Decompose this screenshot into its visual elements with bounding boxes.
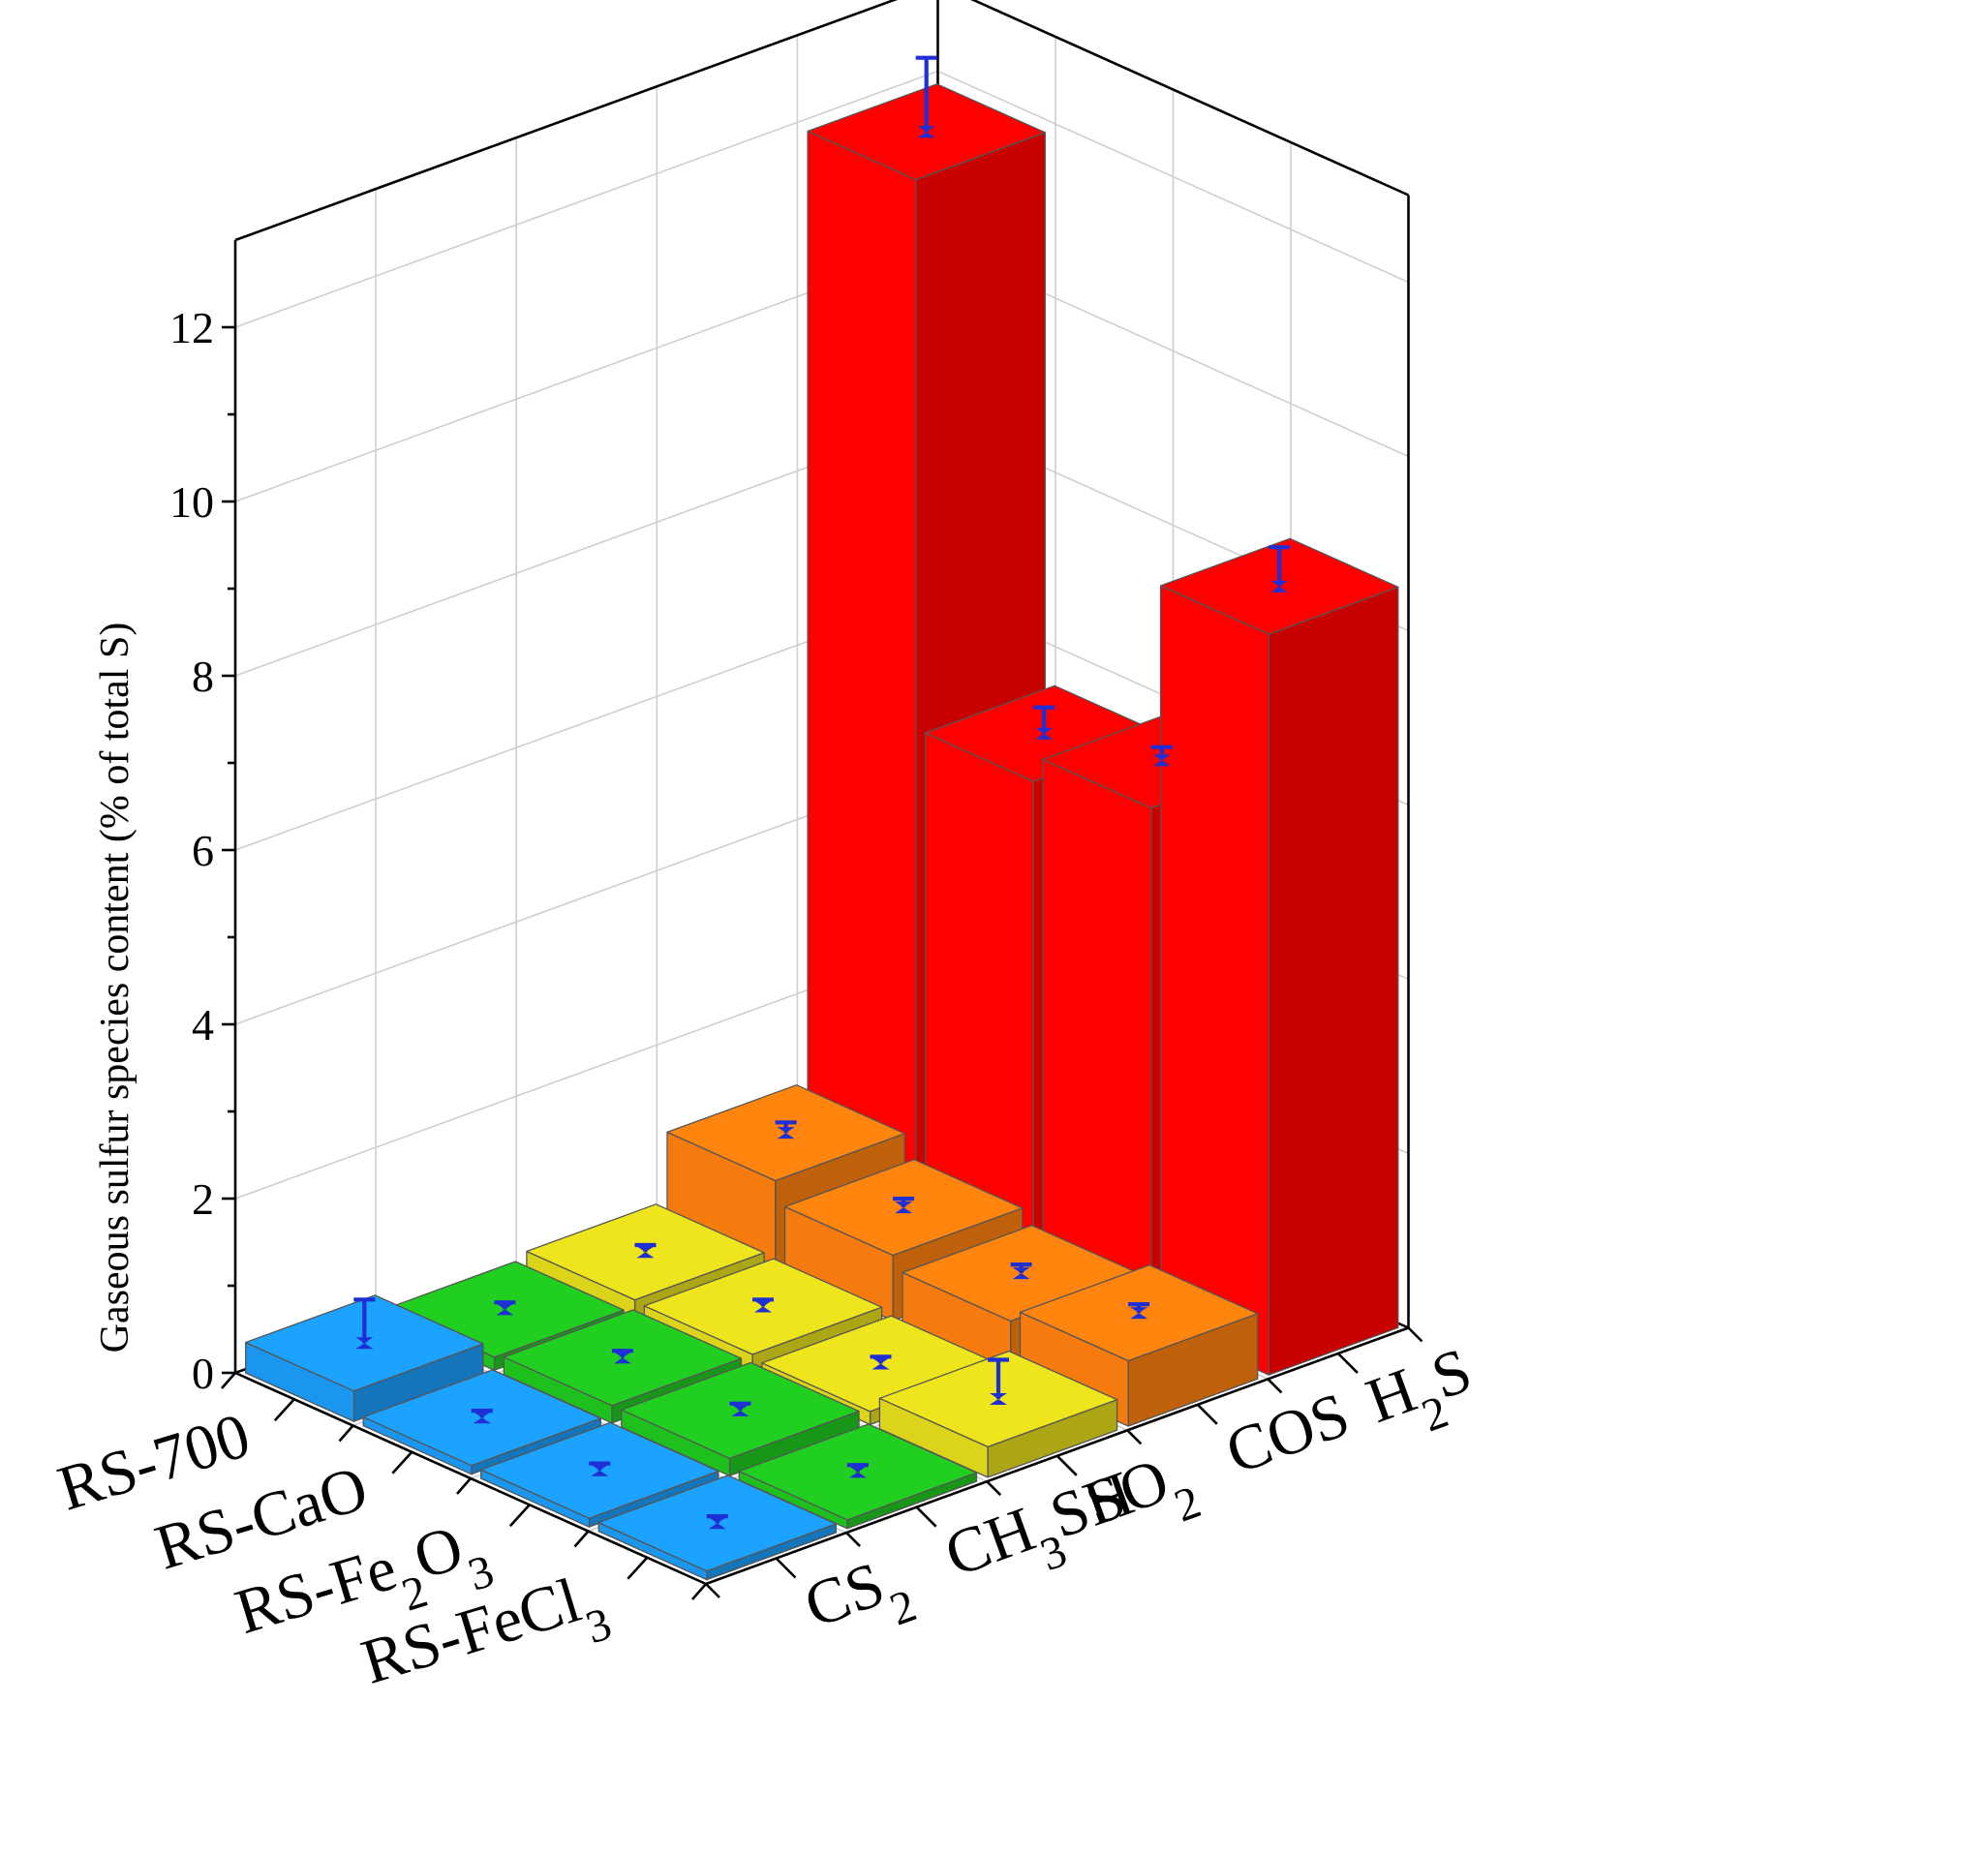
error-marker [1035, 727, 1054, 740]
chart-tick-marks [221, 325, 1423, 1600]
error-bar [611, 1349, 633, 1364]
error-marker [731, 1404, 749, 1416]
error-marker [777, 1127, 795, 1140]
error-bar [471, 1408, 493, 1424]
error-marker [636, 1246, 655, 1259]
species-label: H2S [1358, 1334, 1488, 1457]
bar-front-face [1159, 585, 1269, 1376]
error-bar [846, 1463, 869, 1478]
z-tick-label: 4 [192, 1000, 214, 1049]
error-bar [589, 1461, 611, 1476]
error-marker [848, 1466, 867, 1478]
error-marker [708, 1517, 726, 1530]
error-bar [1010, 1262, 1032, 1280]
z-tick-label: 6 [192, 826, 214, 875]
error-bar [893, 1196, 915, 1214]
error-marker [1130, 1307, 1148, 1320]
z-tick-label: 12 [169, 303, 214, 352]
error-bar [706, 1513, 728, 1530]
bar-front-face [807, 130, 917, 1218]
error-marker [496, 1303, 514, 1316]
error-bar [775, 1120, 797, 1140]
species-label: CS2 [796, 1540, 923, 1662]
error-marker [1012, 1267, 1030, 1280]
error-marker [917, 126, 935, 138]
error-marker [473, 1412, 491, 1424]
error-marker [895, 1201, 913, 1214]
error-bar [870, 1354, 892, 1370]
error-bar [1128, 1301, 1150, 1320]
error-bar [1033, 705, 1055, 740]
bar-side-face [1268, 586, 1399, 1376]
error-bar [752, 1297, 774, 1313]
chart-error-bars [353, 55, 1291, 1530]
error-marker [591, 1464, 609, 1476]
z-tick-label: 2 [192, 1174, 214, 1224]
error-marker [990, 1393, 1007, 1405]
bar-RS-FeCl3-H2S [1159, 537, 1399, 1376]
z-tick-label: 0 [192, 1349, 214, 1398]
z-tick-label: 10 [169, 477, 214, 527]
species-label: COS [1217, 1379, 1359, 1488]
error-bar [353, 1297, 376, 1350]
y-axis-label: Gaseous sulfur species content (% of tot… [93, 623, 138, 1353]
error-marker [355, 1337, 374, 1350]
error-marker [872, 1357, 890, 1370]
error-marker [1152, 754, 1171, 767]
error-bar [1150, 745, 1173, 767]
error-marker [754, 1300, 772, 1313]
species-label: SO2 [1077, 1437, 1208, 1560]
error-bar [915, 55, 937, 138]
z-tick-label: 8 [192, 652, 214, 701]
error-bar [634, 1242, 657, 1259]
error-bar [729, 1401, 751, 1416]
error-marker [1270, 580, 1289, 593]
error-bar [1269, 545, 1291, 593]
error-bar [494, 1300, 516, 1316]
error-marker [613, 1352, 631, 1364]
error-bar [988, 1357, 1009, 1405]
